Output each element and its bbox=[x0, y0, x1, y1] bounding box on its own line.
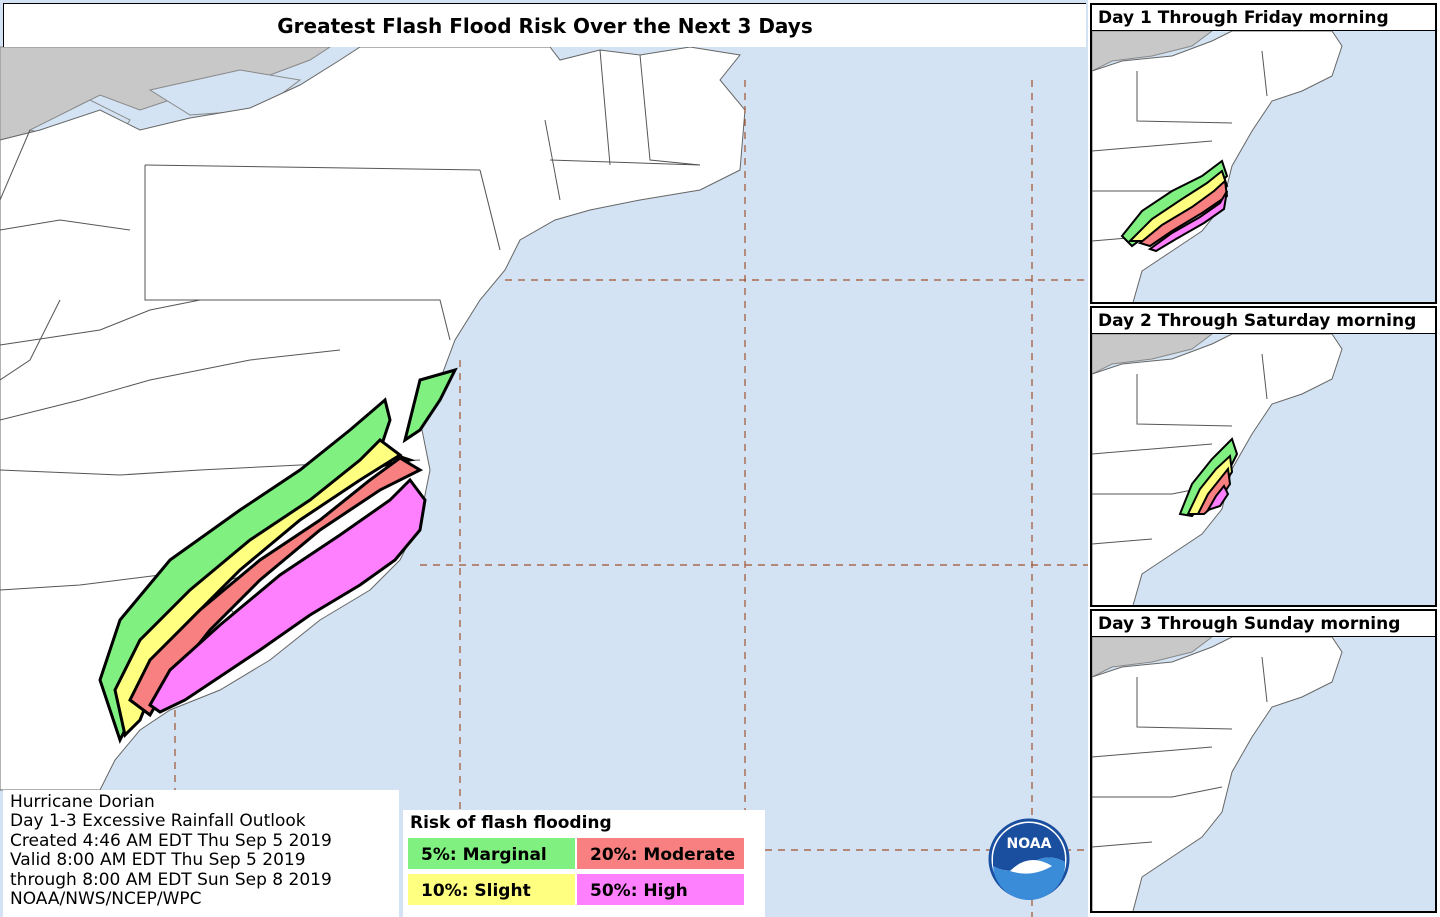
inset-day-1-map bbox=[1092, 31, 1343, 302]
inset-day-1-title: Day 1 Through Friday morning bbox=[1092, 5, 1435, 31]
risk-marginal-delmarva bbox=[402, 367, 458, 444]
legend: Risk of flash flooding 5%: Marginal 20%:… bbox=[403, 810, 765, 917]
legend-slight: 10%: Slight bbox=[408, 874, 575, 905]
noaa-logo-text: NOAA bbox=[1007, 836, 1052, 852]
inset-day-3-map bbox=[1092, 637, 1343, 911]
legend-high: 50%: High bbox=[577, 874, 744, 905]
info-storm-name: Hurricane Dorian bbox=[10, 792, 155, 812]
legend-title: Risk of flash flooding bbox=[410, 813, 612, 833]
info-product-name: Day 1-3 Excessive Rainfall Outlook bbox=[10, 811, 306, 832]
main-title-box: Greatest Flash Flood Risk Over the Next … bbox=[3, 3, 1086, 47]
info-issuer: NOAA/NWS/NCEP/WPC bbox=[10, 889, 202, 910]
page-title: Greatest Flash Flood Risk Over the Next … bbox=[277, 14, 813, 38]
inset-day-2-title: Day 2 Through Saturday morning bbox=[1092, 308, 1435, 334]
inset-day-2-map bbox=[1092, 334, 1343, 605]
main-map: Greatest Flash Flood Risk Over the Next … bbox=[0, 0, 1088, 917]
info-valid-time: Valid 8:00 AM EDT Thu Sep 5 2019 bbox=[10, 850, 306, 871]
inset-day-1: Day 1 Through Friday morning bbox=[1090, 3, 1437, 304]
inset-day-2: Day 2 Through Saturday morning bbox=[1090, 306, 1437, 607]
info-created-time: Created 4:46 AM EDT Thu Sep 5 2019 bbox=[10, 830, 332, 851]
legend-moderate: 20%: Moderate bbox=[577, 838, 744, 869]
risk-high-area bbox=[148, 477, 427, 714]
main-map-canvas bbox=[0, 46, 1088, 917]
inset-day-3: Day 3 Through Sunday morning bbox=[1090, 609, 1437, 913]
legend-marginal: 5%: Marginal bbox=[408, 838, 575, 869]
outlook-info-box: Hurricane Dorian Day 1-3 Excessive Rainf… bbox=[3, 790, 399, 917]
inset-day-3-title: Day 3 Through Sunday morning bbox=[1092, 611, 1435, 637]
noaa-logo-icon: NOAA bbox=[988, 818, 1070, 904]
info-through-time: through 8:00 AM EDT Sun Sep 8 2019 bbox=[10, 869, 332, 890]
